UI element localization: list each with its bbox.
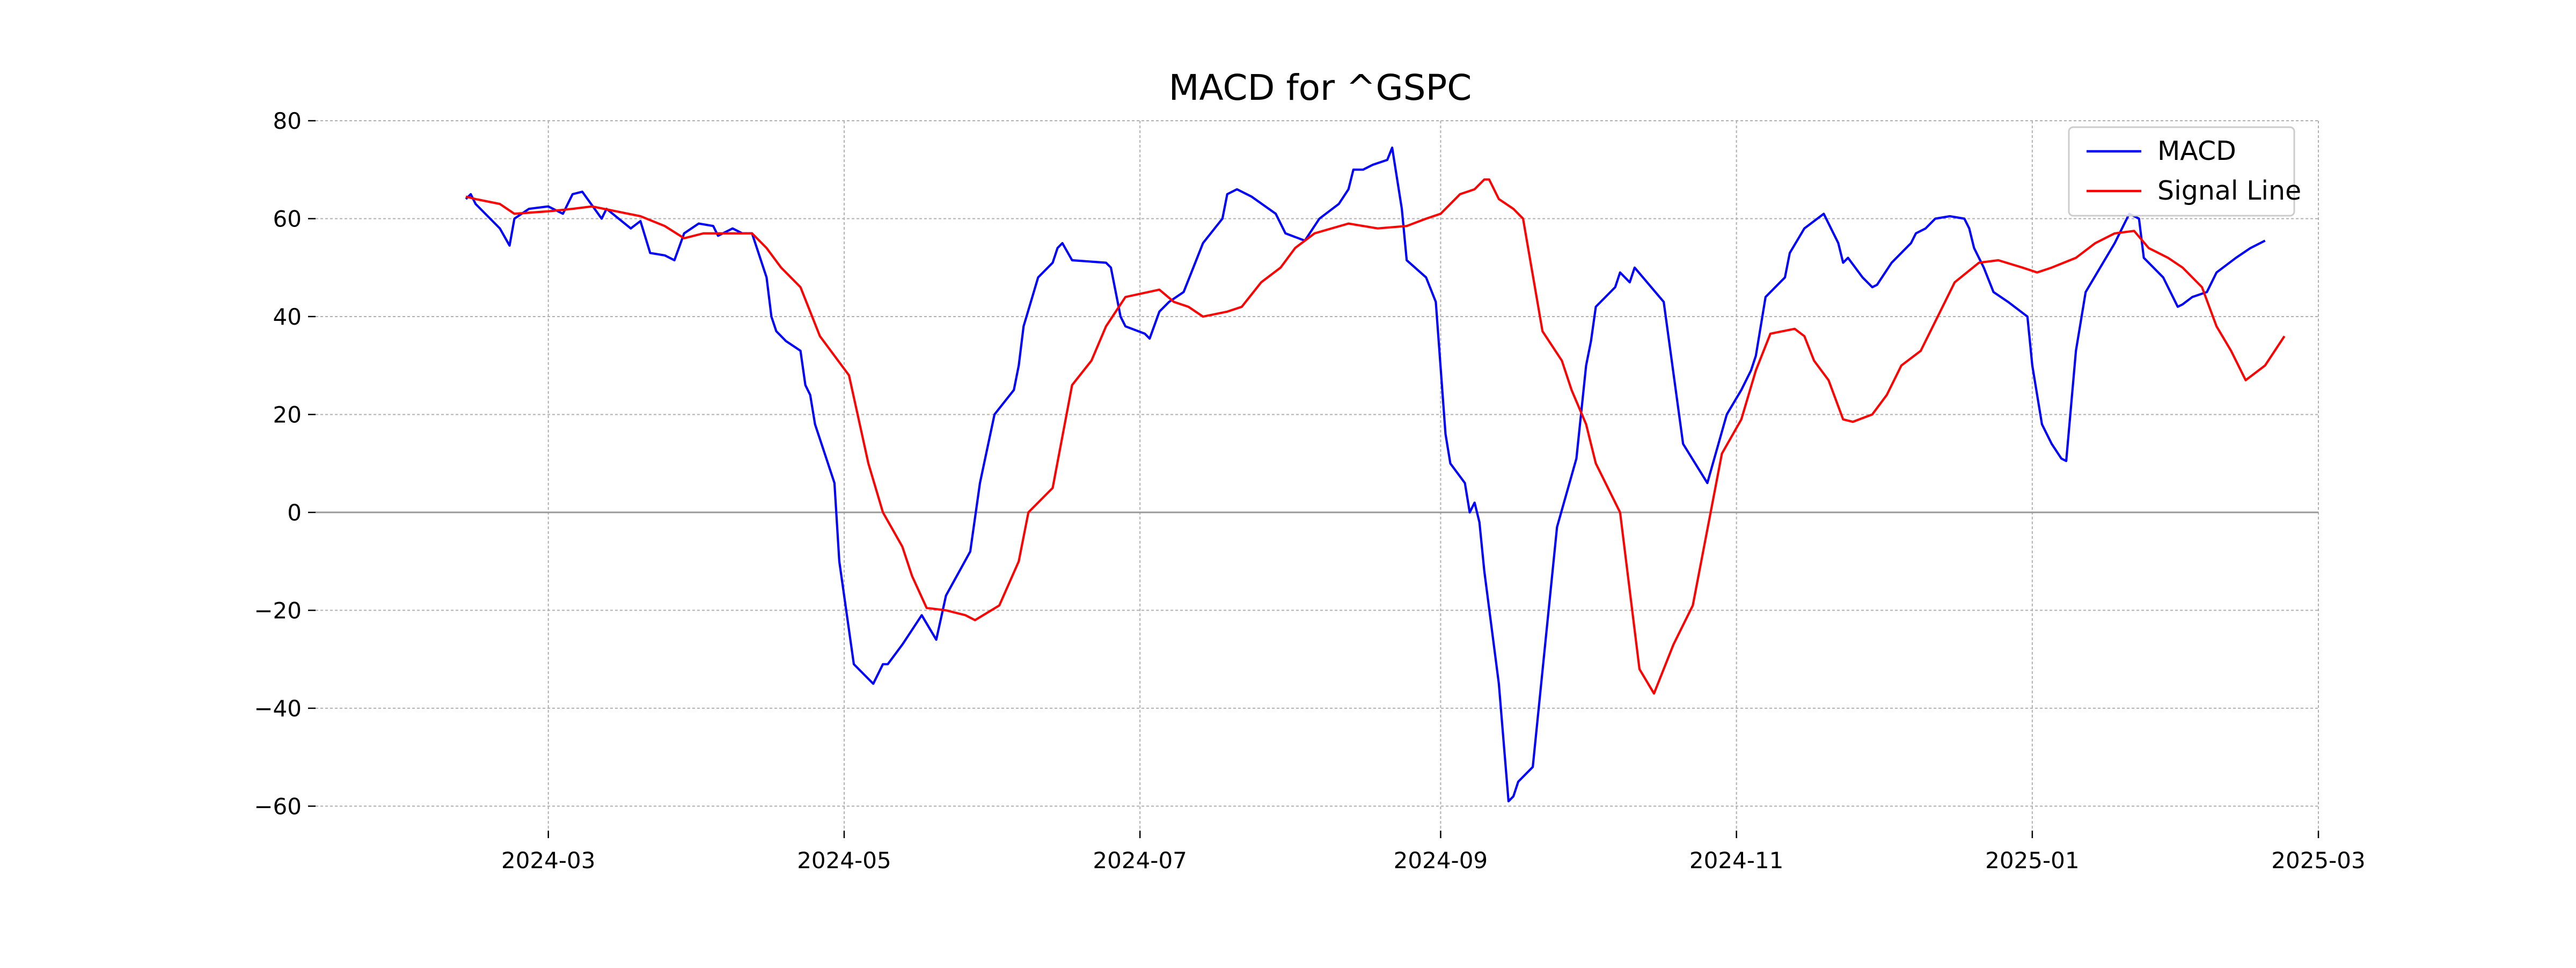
legend: MACD Signal Line bbox=[2068, 126, 2301, 217]
legend-signal-label: Signal Line bbox=[2157, 175, 2301, 206]
x-tick-label: 2024-07 bbox=[1093, 847, 1187, 874]
grid-lines bbox=[316, 120, 2319, 831]
legend-box bbox=[2068, 126, 2295, 217]
x-tick-label: 2024-09 bbox=[1394, 847, 1488, 874]
axes: 80 60 40 20 0 −20 −40 −60 2024-03 2024-05 2024-07 2… bbox=[254, 108, 2365, 874]
x-tick-label: 2024-03 bbox=[501, 847, 596, 874]
y-tick-label: −40 bbox=[254, 695, 302, 722]
y-tick-label: −60 bbox=[254, 793, 302, 819]
series-lines bbox=[465, 146, 2286, 803]
y-tick-label: 80 bbox=[273, 108, 302, 134]
signal-series-line bbox=[465, 178, 2286, 695]
y-tick-label: 40 bbox=[273, 304, 302, 330]
x-tick-label: 2025-03 bbox=[2271, 847, 2366, 874]
x-tick-label: 2024-11 bbox=[1689, 847, 1784, 874]
y-tick-label: 20 bbox=[273, 401, 302, 428]
y-tick-label: −20 bbox=[254, 597, 302, 624]
x-tick-label: 2024-05 bbox=[797, 847, 891, 874]
chart-title: MACD for ^GSPC bbox=[1169, 67, 1472, 108]
macd-series-line bbox=[465, 146, 2266, 803]
legend-macd-label: MACD bbox=[2157, 136, 2236, 166]
y-tick-label: 60 bbox=[273, 206, 302, 232]
y-tick-label: 0 bbox=[287, 500, 302, 526]
x-tick-label: 2025-01 bbox=[1985, 847, 2080, 874]
